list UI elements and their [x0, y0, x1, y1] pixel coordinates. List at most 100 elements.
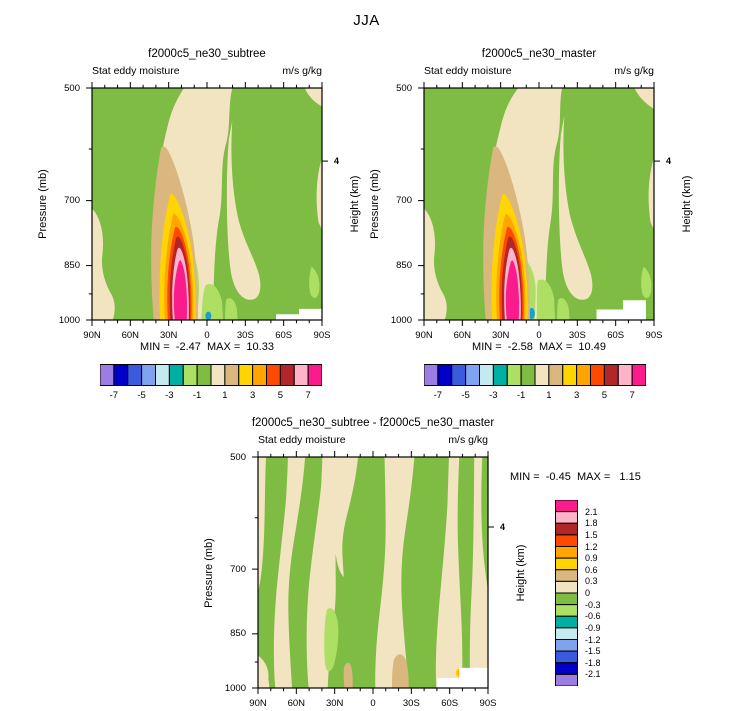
colorbar-tick-label: -2.1: [585, 669, 601, 680]
colorbar-horizontal: -7 -5 -3 -1 1 3 5 7: [423, 364, 647, 401]
colorbar-box: [555, 627, 578, 641]
x-tick-label: 0: [204, 330, 210, 341]
x-tick-label: 30N: [491, 330, 510, 341]
y-tick-label: 1000: [224, 682, 246, 694]
colorbar-box: [555, 534, 578, 548]
y-tick-label: 1000: [58, 314, 80, 326]
panel-title: f2000c5_ne30_subtree - f2000c5_ne30_mast…: [251, 417, 495, 429]
y-tick-label: 500: [64, 82, 80, 94]
colorbar-tick-label: 3: [249, 390, 256, 401]
colorbar-box: [252, 364, 268, 386]
colorbar-box: [520, 364, 536, 386]
contour-region: [424, 208, 447, 320]
x-tick-label: 60N: [287, 698, 306, 709]
colorbar-tick-label: 1.5: [585, 529, 598, 540]
contour-region: [558, 115, 593, 300]
colorbar-tick-label: -3: [489, 390, 498, 401]
colorbar-tick-label: 2.1: [585, 506, 598, 517]
panel-title: f2000c5_ne30_subtree: [148, 48, 266, 60]
colorbar-box: [555, 673, 578, 687]
contour-region: [258, 457, 267, 591]
colorbar-box: [555, 639, 578, 652]
colorbar-box: [423, 364, 439, 386]
colorbar-tick-label: 0.9: [585, 553, 598, 564]
contour-region: [596, 300, 646, 320]
units-label: m/s g/kg: [282, 65, 322, 77]
contour-region: [528, 307, 535, 320]
x-tick-label: 30N: [325, 698, 344, 709]
y-tick-label: 850: [230, 628, 246, 640]
contour-region: [435, 457, 463, 688]
contour-region: [641, 266, 652, 299]
contour-region: [273, 457, 306, 688]
colorbar-tick-label: -5: [461, 390, 470, 401]
plot-frame: [91, 87, 323, 321]
y-tick-label: 500: [396, 82, 412, 94]
contour-region: [648, 157, 654, 230]
height-tick-label: 4: [666, 156, 672, 167]
colorbar-tick-label: 1: [222, 390, 228, 401]
colorbar-tick-label: 5: [277, 390, 284, 401]
colorbar-tick-label: -3: [165, 390, 174, 401]
y-tick-label: 850: [396, 260, 412, 272]
colorbar-box: [210, 364, 226, 386]
height-tick-label: 4: [334, 156, 340, 167]
colorbar-box: [182, 364, 198, 386]
colorbar-tick-label: -5: [137, 390, 146, 401]
min-max-label: MIN = -0.45 MAX = 1.15: [510, 471, 641, 483]
min-max-label: MIN = -2.58 MAX = 10.49: [472, 341, 606, 353]
colorbar-tick-label: 7: [629, 390, 635, 401]
variable-label: Stat eddy moisture: [258, 434, 346, 446]
x-tick-label: 60S: [441, 698, 459, 709]
colorbar-box: [155, 364, 170, 386]
colorbar-tick-label: -1: [516, 390, 526, 401]
y-tick-label: 1000: [390, 314, 412, 326]
contour-field: [424, 88, 654, 320]
figure-title: JJA: [353, 12, 380, 29]
colorbar-tick-label: -1: [192, 390, 202, 401]
colorbar-box: [534, 364, 550, 386]
y-tick-label: 700: [230, 563, 246, 575]
colorbar-box: [141, 364, 157, 386]
contour-region: [201, 283, 224, 320]
colorbar-tick-label: 0.3: [585, 576, 598, 587]
colorbar-tick-label: 1: [546, 390, 552, 401]
y-tick-label: 700: [396, 195, 412, 207]
colorbar-box: [451, 364, 467, 386]
colorbar-box: [555, 546, 578, 559]
colorbar-box: [555, 511, 578, 524]
colorbar-box: [555, 557, 578, 571]
colorbar-boxes: [555, 499, 578, 687]
colorbar-box: [437, 364, 453, 386]
contour-region: [437, 667, 488, 688]
colorbar-box: [576, 364, 592, 386]
contour-region: [224, 298, 238, 320]
colorbar-box: [479, 364, 494, 386]
colorbar-box: [266, 364, 281, 386]
units-label: m/s g/kg: [614, 65, 654, 77]
x-tick-label: 90S: [645, 330, 663, 341]
height-tick-label: 4: [500, 521, 506, 532]
x-tick-label: 60N: [121, 330, 140, 341]
y-tick-label: 700: [64, 195, 80, 207]
colorbar-box: [603, 364, 619, 386]
colorbar-tick-label: 1.8: [585, 518, 598, 529]
min-max-label: MIN = -2.47 MAX = 10.33: [140, 341, 274, 353]
pressure-axis-label: Pressure (mb): [37, 169, 49, 239]
x-tick-label: 0: [370, 698, 376, 709]
contour-region: [375, 457, 415, 688]
contour-region: [92, 208, 115, 320]
y-tick-label: 850: [64, 260, 80, 272]
plot-frame: [423, 87, 655, 321]
x-tick-label: 30S: [236, 330, 254, 341]
pressure-axis-label: Pressure (mb): [203, 537, 215, 608]
colorbar-box: [562, 364, 578, 386]
colorbar-tick-label: -7: [433, 390, 443, 401]
y-tick-label: 500: [230, 451, 246, 463]
colorbar-tick-label: 7: [305, 390, 311, 401]
colorbar-box: [590, 364, 605, 386]
x-tick-label: 30N: [159, 330, 178, 341]
x-tick-label: 90S: [313, 330, 331, 341]
colorbar-box: [555, 615, 578, 629]
contour-region: [392, 654, 409, 688]
